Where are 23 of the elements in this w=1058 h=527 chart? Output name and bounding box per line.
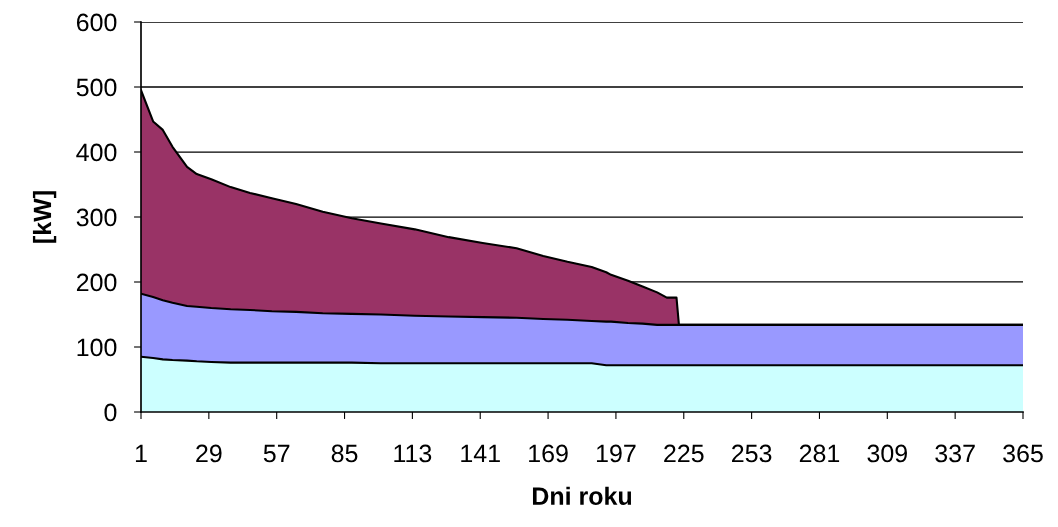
x-tick-label: 365 — [1003, 444, 1043, 463]
x-tick-label: 141 — [461, 444, 500, 463]
x-tick-label: 57 — [263, 444, 290, 463]
x-tick-label: 281 — [799, 444, 840, 463]
x-tick-label: 337 — [935, 444, 975, 463]
x-tick-label: 253 — [732, 444, 772, 463]
x-tick-label: 197 — [596, 444, 636, 463]
x-tick-label: 85 — [331, 444, 358, 463]
y-tick-label: 600 — [76, 13, 117, 32]
x-tick-label: 1 — [135, 444, 147, 463]
y-axis-title: [kW] — [32, 191, 57, 243]
y-tick-label: 500 — [76, 78, 117, 97]
x-axis-title: Dni roku — [532, 486, 632, 506]
x-tick-label: 29 — [196, 444, 222, 463]
x-tick-label: 169 — [529, 444, 568, 463]
x-tick-label: 309 — [867, 444, 907, 463]
x-tick-label: 113 — [394, 444, 432, 463]
y-tick-label: 300 — [76, 208, 117, 227]
x-tick-label: 225 — [664, 444, 704, 463]
y-tick-label: 100 — [77, 338, 117, 357]
y-tick-label: 0 — [104, 403, 117, 422]
y-tick-label: 200 — [76, 273, 117, 292]
y-tick-label: 400 — [76, 143, 117, 162]
